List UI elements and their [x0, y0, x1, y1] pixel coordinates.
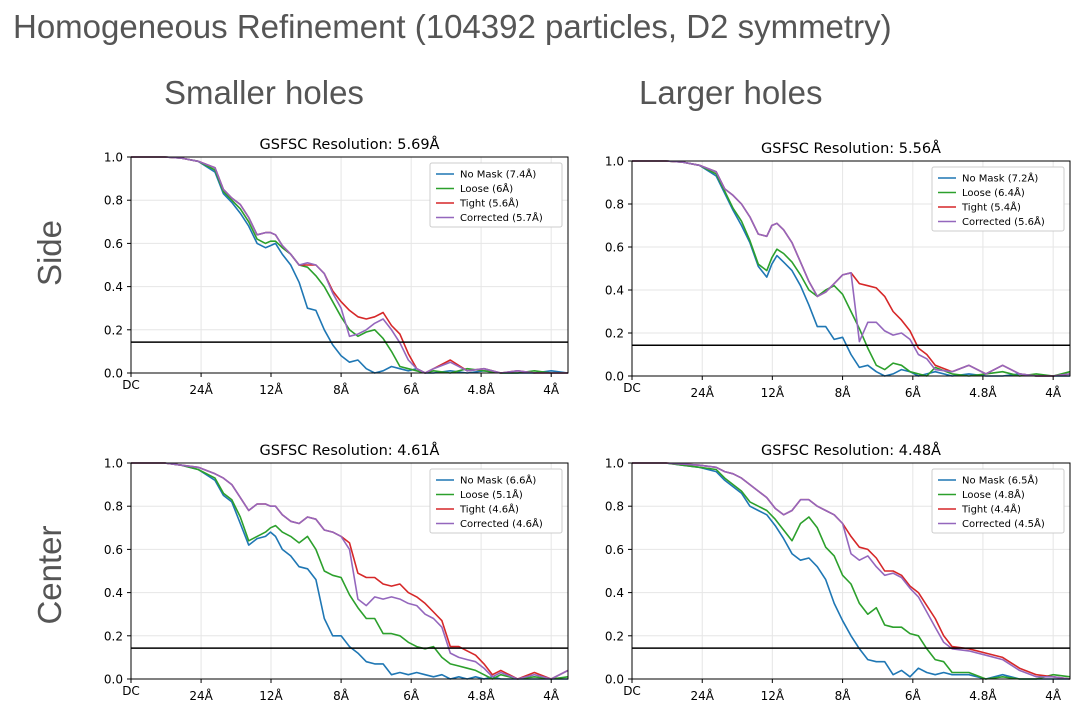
legend-box: [931, 468, 1065, 534]
plot-frame: [631, 160, 1071, 377]
plot-frame: [130, 156, 569, 374]
x-tick-label: 4.8Å: [467, 688, 495, 703]
x-tick-label: 12Å: [761, 688, 785, 703]
legend-label: No Mask (7.4Å): [460, 168, 536, 181]
fsc-chart-2: 0.0 0.2 0.4 0.6 0.8 1.0 DC 24Å 12Å 8Å 6Å 4.8Å 4Å GSFS…: [605, 140, 1071, 400]
x-tick-label: 12Å: [259, 382, 283, 397]
y-tick-label: 0.4: [605, 586, 624, 600]
legend-box: [429, 162, 563, 228]
legend-label: Corrected (5.7Å): [460, 211, 543, 224]
y-tick-label: 1.0: [104, 457, 123, 471]
x-tick-label: 8Å: [333, 688, 350, 703]
legend-label: No Mask (7.2Å): [962, 172, 1038, 185]
y-tick-label: 0.2: [104, 629, 123, 643]
chart-title: GSFSC Resolution: 4.61Å: [260, 442, 440, 459]
x-tick-label: 4.8Å: [467, 382, 495, 397]
series-line-2: [632, 160, 1071, 377]
series-line-1: [632, 462, 1070, 680]
x-tick-label: 12Å: [761, 385, 785, 400]
series-line-4: [131, 462, 569, 680]
chart-title: GSFSC Resolution: 5.69Å: [260, 136, 440, 153]
x-tick-label: DC: [122, 684, 140, 698]
y-tick-label: 0.2: [605, 327, 624, 341]
y-tick-label: 0.2: [104, 323, 123, 337]
y-tick-label: 0.0: [104, 367, 123, 381]
y-tick-label: 1.0: [605, 155, 624, 169]
x-tick-label: 6Å: [905, 385, 922, 400]
legend-label: Tight (4.6Å): [459, 503, 519, 516]
legend-label: Corrected (5.6Å): [962, 215, 1045, 228]
y-tick-label: 0.6: [605, 543, 624, 557]
series-line-1: [131, 462, 568, 680]
y-tick-label: 0.6: [104, 543, 123, 557]
y-tick-label: 1.0: [104, 151, 123, 165]
chart-title: GSFSC Resolution: 5.56Å: [761, 140, 941, 157]
x-tick-label: 24Å: [189, 382, 213, 397]
x-tick-label: 24Å: [189, 688, 213, 703]
legend-label: Loose (5.1Å): [460, 488, 523, 501]
series-line-4: [632, 160, 1071, 377]
y-tick-label: 0.8: [605, 500, 624, 514]
y-tick-label: 0.4: [605, 284, 624, 298]
legend-box: [931, 166, 1065, 232]
column-header-larger-holes: Larger holes: [639, 74, 823, 111]
page-title: Homogeneous Refinement (104392 particles…: [13, 8, 892, 45]
series-line-2: [131, 462, 569, 680]
legend-label: No Mask (6.5Å): [962, 474, 1038, 487]
y-tick-label: 1.0: [605, 457, 624, 471]
series-line-2: [632, 462, 1071, 680]
y-tick-label: 0.6: [605, 241, 624, 255]
y-tick-label: 0.6: [104, 237, 123, 251]
x-tick-label: 4.8Å: [969, 385, 997, 400]
fsc-chart-4: 0.0 0.2 0.4 0.6 0.8 1.0 DC 24Å 12Å 8Å 6Å 4.8Å 4Å GSFS…: [605, 442, 1071, 703]
legend-box: [429, 468, 563, 534]
x-tick-label: 6Å: [403, 382, 420, 397]
x-tick-label: 8Å: [835, 688, 852, 703]
series-line-2: [131, 156, 568, 374]
legend-label: Loose (6Å): [460, 182, 513, 195]
x-tick-label: 4Å: [1045, 385, 1062, 400]
plot-frame: [130, 462, 569, 680]
legend-label: No Mask (6.6Å): [460, 474, 536, 487]
fsc-chart-3: 0.0 0.2 0.4 0.6 0.8 1.0 DC 24Å 12Å 8Å 6Å 4.8Å 4Å GSFS…: [104, 442, 569, 703]
legend-label: Tight (5.4Å): [961, 201, 1021, 214]
series-line-4: [131, 156, 568, 374]
series-line-4: [632, 462, 1071, 680]
legend-label: Tight (5.6Å): [459, 197, 519, 210]
x-tick-label: 4Å: [1045, 688, 1062, 703]
x-tick-label: 6Å: [403, 688, 420, 703]
y-tick-label: 0.0: [104, 673, 123, 687]
x-tick-label: DC: [623, 684, 641, 698]
x-tick-label: DC: [623, 381, 641, 395]
x-tick-label: 8Å: [835, 385, 852, 400]
fsc-chart-1: 0.0 0.2 0.4 0.6 0.8 1.0 DC 24Å 12Å 8Å 6Å 4.8Å 4Å GSFS…: [104, 136, 569, 397]
y-tick-label: 0.8: [605, 198, 624, 212]
x-tick-label: 12Å: [259, 688, 283, 703]
y-tick-label: 0.8: [104, 500, 123, 514]
legend-label: Tight (4.4Å): [961, 503, 1021, 516]
x-tick-label: 4Å: [543, 688, 560, 703]
x-tick-label: DC: [122, 378, 140, 392]
y-tick-label: 0.0: [605, 370, 624, 384]
y-tick-label: 0.0: [605, 673, 624, 687]
legend-label: Loose (6.4Å): [962, 186, 1025, 199]
x-tick-label: 4Å: [543, 382, 560, 397]
x-tick-label: 24Å: [691, 688, 715, 703]
x-tick-label: 4.8Å: [969, 688, 997, 703]
legend-label: Corrected (4.6Å): [460, 517, 543, 530]
chart-title: GSFSC Resolution: 4.48Å: [761, 442, 941, 459]
x-tick-label: 6Å: [905, 688, 922, 703]
column-header-smaller-holes: Smaller holes: [164, 74, 364, 111]
x-tick-label: 24Å: [691, 385, 715, 400]
x-tick-label: 8Å: [333, 382, 350, 397]
y-tick-label: 0.4: [104, 280, 123, 294]
y-tick-label: 0.4: [104, 586, 123, 600]
y-tick-label: 0.2: [605, 629, 624, 643]
y-tick-label: 0.8: [104, 194, 123, 208]
plot-frame: [631, 462, 1071, 680]
legend-label: Corrected (4.5Å): [962, 517, 1045, 530]
legend-label: Loose (4.8Å): [962, 488, 1025, 501]
